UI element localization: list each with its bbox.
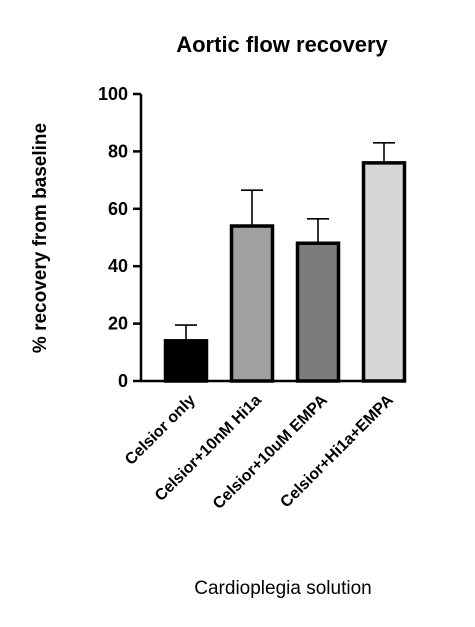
y-tick-label: 80 xyxy=(108,141,128,161)
axes xyxy=(133,92,401,383)
y-tick-label: 0 xyxy=(118,371,128,391)
error-bar xyxy=(307,218,329,244)
x-tick-label: Celsior+Hi1a+EMPA xyxy=(277,391,397,511)
y-tick-label: 100 xyxy=(98,84,128,104)
error-bar xyxy=(241,189,263,227)
chart-title: Aortic flow recovery xyxy=(176,32,388,57)
bar xyxy=(163,339,209,383)
bar xyxy=(361,161,407,383)
y-tick-label: 40 xyxy=(108,256,128,276)
x-axis-label: Cardioplegia solution xyxy=(194,578,371,599)
bar xyxy=(295,241,341,383)
y-axis-label: % recovery from baseline xyxy=(30,123,51,353)
y-tick-label: 60 xyxy=(108,199,128,219)
plot-area xyxy=(163,141,407,383)
error-bar xyxy=(175,324,197,341)
y-tick-label: 20 xyxy=(108,314,128,334)
y-tick-labels: 0 20 40 60 80 100 xyxy=(98,84,128,391)
x-tick-label: Celsior+10uM EMPA xyxy=(210,391,331,512)
bar xyxy=(229,224,275,383)
error-bar xyxy=(373,141,395,163)
